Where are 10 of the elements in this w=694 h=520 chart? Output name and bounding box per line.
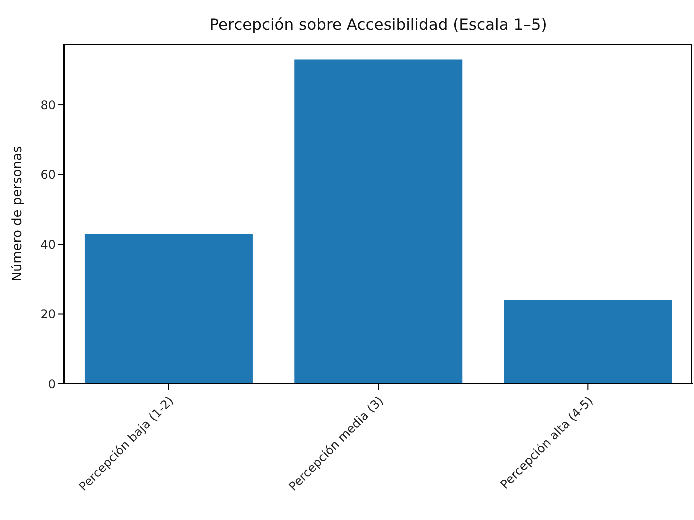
bar bbox=[294, 60, 463, 384]
y-tick-label: 0 bbox=[48, 377, 56, 392]
y-tick-label: 80 bbox=[40, 98, 56, 112]
y-tick-label: 20 bbox=[40, 308, 56, 322]
y-tick-label: 60 bbox=[40, 168, 56, 182]
y-tick-label: 40 bbox=[40, 238, 56, 252]
y-axis-title: Número de personas bbox=[10, 146, 26, 282]
bar bbox=[504, 300, 672, 384]
bar bbox=[84, 234, 253, 384]
chart-title: Percepción sobre Accesibilidad (Escala 1–5) bbox=[208, 16, 548, 34]
